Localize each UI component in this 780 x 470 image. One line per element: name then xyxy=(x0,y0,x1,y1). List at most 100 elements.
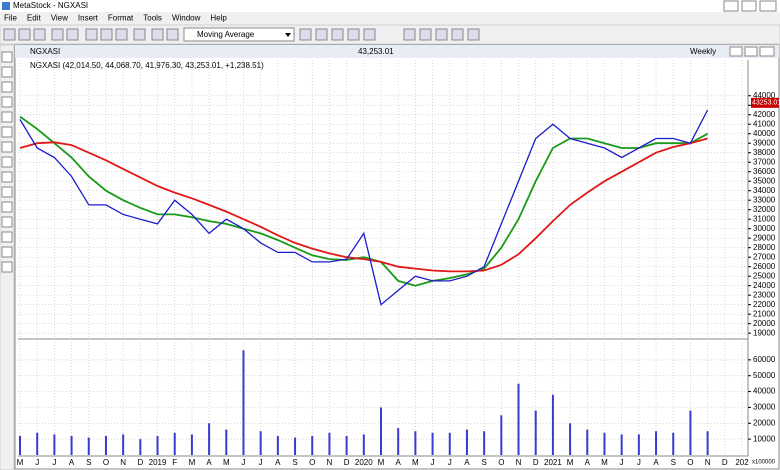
menu-bar xyxy=(0,12,780,25)
tool-button[interactable] xyxy=(1,111,13,123)
tool-button[interactable] xyxy=(1,216,13,228)
volume-bar xyxy=(276,435,279,455)
tool-button[interactable] xyxy=(1,246,13,258)
volume-bar xyxy=(173,432,176,455)
x-tick-label: 202 xyxy=(735,458,749,467)
tool-button[interactable] xyxy=(1,261,13,273)
tool-button[interactable] xyxy=(51,28,64,41)
tool-button[interactable] xyxy=(1,81,13,93)
volume-bar xyxy=(87,437,90,455)
y-tick-label: 44000 xyxy=(753,91,776,100)
y-tick-label: 19000 xyxy=(753,328,776,337)
volume-bar xyxy=(156,435,159,455)
volume-bar xyxy=(603,432,606,455)
x-tick-label: J xyxy=(259,458,263,467)
window-controls[interactable] xyxy=(723,0,777,12)
menu-item[interactable]: Window xyxy=(172,14,201,23)
minimize[interactable] xyxy=(723,0,739,12)
volume-bar xyxy=(414,431,417,455)
y-tick-label: 23000 xyxy=(753,290,776,299)
tool-button[interactable] xyxy=(1,141,13,153)
tool-button[interactable] xyxy=(363,28,376,41)
menu-item[interactable]: Insert xyxy=(78,14,99,23)
tool-button[interactable] xyxy=(1,96,13,108)
maximize[interactable] xyxy=(741,0,757,12)
tool-button[interactable] xyxy=(451,28,464,41)
tool-button[interactable] xyxy=(419,28,432,41)
x-tick-label: O xyxy=(498,458,504,467)
tool-button[interactable] xyxy=(1,231,13,243)
tool-button[interactable] xyxy=(166,28,179,41)
y-tick-label: 25000 xyxy=(753,271,776,280)
menu-item[interactable]: Edit xyxy=(27,14,42,23)
tool-button[interactable] xyxy=(299,28,312,41)
tool-button[interactable] xyxy=(1,171,13,183)
tool-button[interactable] xyxy=(1,126,13,138)
tool-button[interactable] xyxy=(347,28,360,41)
menu-item[interactable]: Help xyxy=(210,14,227,23)
tool-button[interactable] xyxy=(1,201,13,213)
indicator-dropdown-label: Moving Average xyxy=(197,30,255,39)
x-tick-label: N xyxy=(120,458,126,467)
y-tick-label: 35000 xyxy=(753,176,776,185)
menu-item[interactable]: File xyxy=(4,14,17,23)
tool-button[interactable] xyxy=(85,28,98,41)
x-tick-label: J xyxy=(620,458,624,467)
x-tick-label: D xyxy=(722,458,728,467)
volume-bar xyxy=(397,428,400,455)
x-tick-label: J xyxy=(52,458,56,467)
menu-item[interactable]: Tools xyxy=(143,14,162,23)
minimize[interactable] xyxy=(729,46,743,57)
x-tick-label: N xyxy=(516,458,522,467)
y-tick-label: 20000 xyxy=(753,418,776,427)
volume-bar xyxy=(311,435,314,455)
volume-scale-note: x100000 xyxy=(752,460,776,466)
volume-bar xyxy=(672,432,675,455)
tool-button[interactable] xyxy=(3,28,16,41)
tool-button[interactable] xyxy=(66,28,79,41)
tool-button[interactable] xyxy=(403,28,416,41)
tool-button[interactable] xyxy=(133,28,146,41)
y-tick-label: 21000 xyxy=(753,309,776,318)
x-tick-label: J xyxy=(35,458,39,467)
maximize[interactable] xyxy=(744,46,758,57)
drawing-tools xyxy=(1,51,13,273)
tool-button[interactable] xyxy=(1,156,13,168)
y-tick-label: 27000 xyxy=(753,252,776,261)
chart-window-controls[interactable] xyxy=(729,46,775,57)
toolbar-buttons-right xyxy=(299,28,480,41)
x-tick-label: A xyxy=(396,458,402,467)
app-icon xyxy=(2,2,10,10)
tool-button[interactable] xyxy=(315,28,328,41)
tool-button[interactable] xyxy=(151,28,164,41)
close[interactable] xyxy=(759,46,775,57)
y-tick-label: 20000 xyxy=(753,319,776,328)
volume-bar xyxy=(655,431,658,455)
menu-item[interactable]: Format xyxy=(108,14,134,23)
indicator-dropdown[interactable] xyxy=(183,27,295,42)
x-tick-label: M xyxy=(412,458,419,467)
last-price-label: 43253.01 xyxy=(752,100,780,107)
tool-button[interactable] xyxy=(1,51,13,63)
tool-button[interactable] xyxy=(115,28,128,41)
volume-bar xyxy=(208,423,211,455)
volume-bar xyxy=(19,435,21,455)
menu-item[interactable]: View xyxy=(51,14,68,23)
tool-button[interactable] xyxy=(1,186,13,198)
volume-bar xyxy=(431,432,434,455)
tool-button[interactable] xyxy=(1,66,13,78)
chart-window-price: 43,253.01 xyxy=(358,47,394,56)
y-tick-label: 26000 xyxy=(753,262,776,271)
tool-button[interactable] xyxy=(467,28,480,41)
x-tick-label: D xyxy=(137,458,143,467)
volume-bar xyxy=(53,434,56,455)
tool-button[interactable] xyxy=(18,28,31,41)
volume-bar xyxy=(139,439,142,455)
tool-button[interactable] xyxy=(33,28,46,41)
close[interactable] xyxy=(759,0,777,12)
x-tick-label: O xyxy=(309,458,315,467)
x-tick-label: A xyxy=(464,458,470,467)
tool-button[interactable] xyxy=(331,28,344,41)
tool-button[interactable] xyxy=(435,28,448,41)
tool-button[interactable] xyxy=(100,28,113,41)
